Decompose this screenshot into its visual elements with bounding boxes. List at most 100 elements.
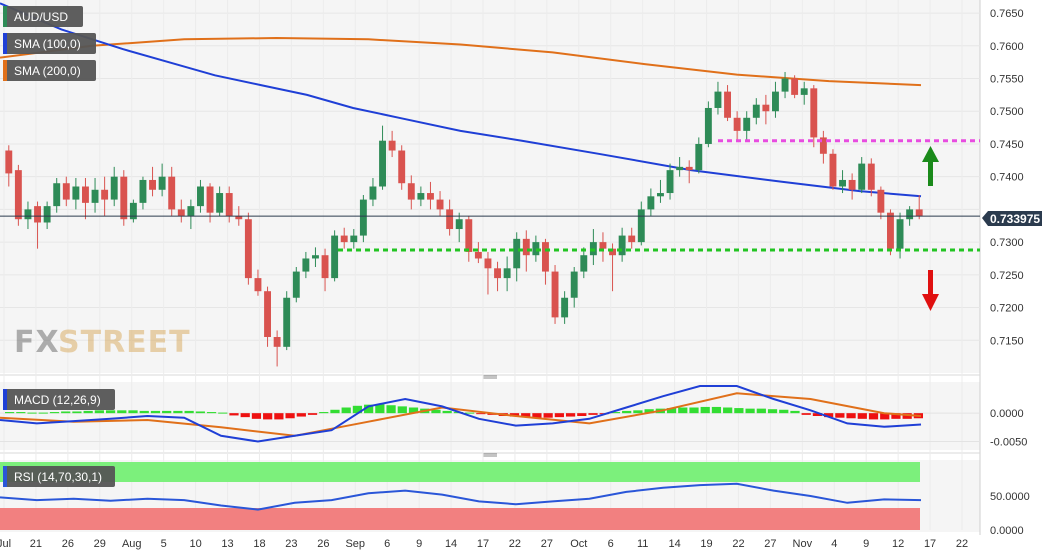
legend-sma200[interactable]: SMA (200,0) xyxy=(3,60,96,81)
macd-histogram-bar xyxy=(375,404,385,414)
candle-body xyxy=(24,209,32,220)
candle-body xyxy=(618,235,626,256)
candle-body xyxy=(570,271,578,298)
candle-body xyxy=(791,78,799,95)
macd-layer xyxy=(0,385,923,443)
candle-body xyxy=(704,107,712,144)
candle-body xyxy=(896,219,904,249)
candle-body xyxy=(379,140,386,187)
legend-macd-text: MACD (12,26,9) xyxy=(14,393,101,407)
macd-histogram-bar xyxy=(206,412,217,414)
x-tick-label: 22 xyxy=(509,538,521,550)
macd-histogram-bar xyxy=(173,410,183,414)
candle-body xyxy=(5,150,13,174)
x-tick-label: Nov xyxy=(793,538,813,550)
y-tick-label: -0.0050 xyxy=(990,437,1027,449)
x-tick-label: 18 xyxy=(253,538,265,550)
candle-body xyxy=(647,196,655,210)
candle-body xyxy=(676,166,684,171)
macd-histogram-bar xyxy=(465,412,475,414)
candle-body xyxy=(657,193,664,197)
candle-body xyxy=(609,248,616,256)
x-tick-label: 4 xyxy=(831,538,837,550)
candle-body xyxy=(484,258,492,269)
macd-histogram-bar xyxy=(824,413,834,418)
resize-handle-2[interactable] xyxy=(478,452,502,458)
legend-pair[interactable]: AUD/USD xyxy=(3,6,83,27)
macd-histogram-bar xyxy=(588,413,598,415)
macd-histogram-bar xyxy=(139,410,149,414)
candle-body xyxy=(762,104,770,112)
arrow-up-icon xyxy=(922,146,939,186)
macd-histogram-bar xyxy=(49,412,60,414)
legend-macd[interactable]: MACD (12,26,9) xyxy=(3,389,115,410)
sma200-layer xyxy=(0,36,922,87)
candle-body xyxy=(407,183,415,200)
candle-body xyxy=(427,193,434,200)
macd-histogram-bar xyxy=(251,413,262,419)
candle-body xyxy=(206,186,214,213)
legend-rsi[interactable]: RSI (14,70,30,1) xyxy=(3,466,115,487)
macd-histogram-bar xyxy=(184,410,194,414)
macd-histogram-bar xyxy=(532,413,542,418)
x-tick-label: 21 xyxy=(30,538,42,550)
macd-histogram-bar xyxy=(745,408,755,414)
current-price-tag: 0.733975 xyxy=(982,211,1042,226)
macd-histogram-bar xyxy=(633,410,643,414)
x-tick-label: 14 xyxy=(668,538,680,550)
macd-histogram-bar xyxy=(83,410,93,414)
candle-body xyxy=(292,271,300,298)
candle-body xyxy=(417,193,425,200)
candle-body xyxy=(101,189,109,200)
candle-body xyxy=(312,255,319,259)
macd-histogram-bar xyxy=(666,408,677,414)
y-tick-label: 0.7650 xyxy=(990,8,1024,20)
candle-body xyxy=(436,199,444,210)
macd-histogram-bar xyxy=(229,413,239,416)
macd-histogram-bar xyxy=(240,413,250,418)
grid xyxy=(0,0,980,530)
candle-body xyxy=(129,202,137,220)
candle-body xyxy=(724,91,731,118)
x-tick-label: 26 xyxy=(62,538,74,550)
macd-histogram-bar xyxy=(285,413,295,419)
candle-body xyxy=(743,117,751,131)
x-tick-label: Sep xyxy=(345,538,365,550)
x-tick-label: Jul xyxy=(0,538,11,550)
candle-body xyxy=(685,166,693,171)
y-tick-label: 0.7400 xyxy=(990,172,1024,184)
legend-sma100[interactable]: SMA (100,0) xyxy=(3,33,96,54)
macd-histogram-bar xyxy=(846,413,856,419)
macd-histogram-bar xyxy=(700,406,710,414)
candle-body xyxy=(839,179,846,187)
candle-body xyxy=(446,209,454,230)
candle-body xyxy=(733,117,741,131)
macd-histogram-bar xyxy=(880,413,890,420)
macd-histogram-bar xyxy=(790,410,800,414)
candle-body xyxy=(867,163,875,190)
macd-histogram-bar xyxy=(274,413,284,420)
macd-histogram-bar xyxy=(711,406,722,414)
candle-body xyxy=(915,209,923,216)
macd-histogram-bar xyxy=(330,409,340,414)
macd-histogram-bar xyxy=(94,410,104,414)
y-tick-label: 0.0000 xyxy=(990,525,1024,537)
x-tick-label: 5 xyxy=(161,538,167,550)
x-tick-label: 27 xyxy=(541,538,553,550)
macd-histogram-bar xyxy=(386,405,396,414)
candle-body xyxy=(714,91,722,108)
candle-body xyxy=(906,209,914,220)
candle-body xyxy=(91,189,99,203)
x-tick-label: 9 xyxy=(416,538,422,550)
resize-handle-1[interactable] xyxy=(478,374,502,380)
candle-body xyxy=(14,170,22,220)
macd-histogram-bar xyxy=(162,410,172,414)
candle-body xyxy=(283,297,291,347)
candle-body xyxy=(848,179,856,190)
x-tick-label: 27 xyxy=(764,538,776,550)
y-tick-label: 0.7200 xyxy=(990,303,1024,315)
macd-histogram-bar xyxy=(723,407,733,414)
x-tick-label: 13 xyxy=(221,538,233,550)
